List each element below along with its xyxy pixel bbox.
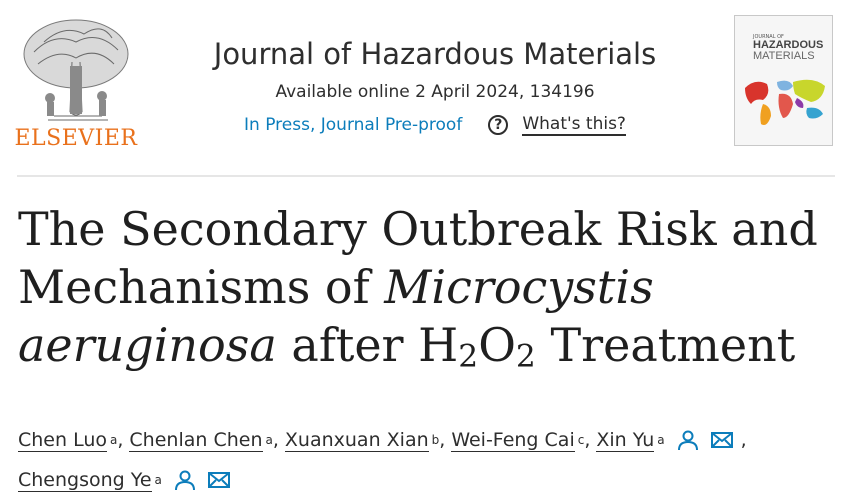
author-name: Chengsong Ye: [18, 468, 152, 492]
author-line-2: Chengsong Ye a: [18, 460, 838, 500]
author-link[interactable]: Wei-Feng Cai c: [451, 428, 585, 452]
person-icon[interactable]: [174, 469, 196, 491]
author-name: Chenlan Chen: [129, 428, 263, 452]
title-species-italic: Microcystis aeruginosa: [18, 260, 654, 372]
author-name: Xin Yu: [596, 428, 655, 452]
author-list: Chen Luo a, Chenlan Chen a, Xuanxuan Xian b…: [18, 420, 838, 500]
separator: ,: [439, 429, 446, 451]
whats-this-label: What's this?: [522, 114, 626, 136]
title-text-2: after H: [276, 318, 459, 372]
cover-title-line1: HAZARDOUS: [753, 39, 824, 51]
world-map-icon: [745, 79, 825, 125]
cover-small-text: JOURNAL OF: [753, 34, 784, 40]
header-divider: [17, 175, 835, 177]
journal-title-link[interactable]: Journal of Hazardous Materials: [213, 37, 657, 71]
whats-this-button[interactable]: ? What's this?: [488, 114, 626, 136]
question-mark-icon: ?: [488, 115, 509, 135]
author-name: Chen Luo: [18, 428, 107, 452]
title-subscript-1: 2: [458, 338, 479, 375]
author-line-1: Chen Luo a, Chenlan Chen a, Xuanxuan Xian b…: [18, 420, 838, 460]
availability-text: Available online 2 April 2024, 134196: [275, 82, 595, 102]
title-text-1: The Secondary Outbreak Risk and Mechanis…: [18, 202, 818, 314]
author-link[interactable]: Chenlan Chen a: [129, 428, 273, 452]
separator: ,: [272, 429, 279, 451]
author-link[interactable]: Chengsong Ye a: [18, 468, 162, 492]
separator: ,: [117, 429, 124, 451]
separator: ,: [740, 429, 747, 451]
person-icon[interactable]: [677, 429, 699, 451]
article-title: The Secondary Outbreak Risk and Mechanis…: [18, 200, 838, 374]
title-subscript-2: 2: [515, 338, 536, 375]
journal-header: Journal of Hazardous Materials Available…: [150, 34, 720, 140]
status-row: In Press, Journal Pre-proof ? What's thi…: [150, 110, 720, 140]
author-name: Xuanxuan Xian: [284, 428, 429, 452]
author-link[interactable]: Xin Yu a: [596, 428, 665, 452]
author-name: Wei-Feng Cai: [451, 428, 575, 452]
cover-title-line2: MATERIALS: [753, 50, 815, 62]
envelope-icon[interactable]: [710, 431, 733, 449]
publisher-name: ELSEVIER: [14, 126, 138, 151]
separator: ,: [584, 429, 591, 451]
envelope-icon[interactable]: [207, 471, 230, 489]
author-link[interactable]: Xuanxuan Xian b: [284, 428, 440, 452]
title-text-3: O: [478, 318, 516, 372]
journal-cover-image[interactable]: JOURNAL OF HAZARDOUS MATERIALS: [734, 15, 833, 146]
elsevier-tree-icon: [23, 19, 129, 121]
elsevier-logo[interactable]: ELSEVIER: [14, 12, 138, 152]
author-link[interactable]: Chen Luo a: [18, 428, 118, 452]
in-press-link[interactable]: In Press, Journal Pre-proof: [244, 115, 463, 135]
title-text-4: Treatment: [535, 318, 796, 372]
